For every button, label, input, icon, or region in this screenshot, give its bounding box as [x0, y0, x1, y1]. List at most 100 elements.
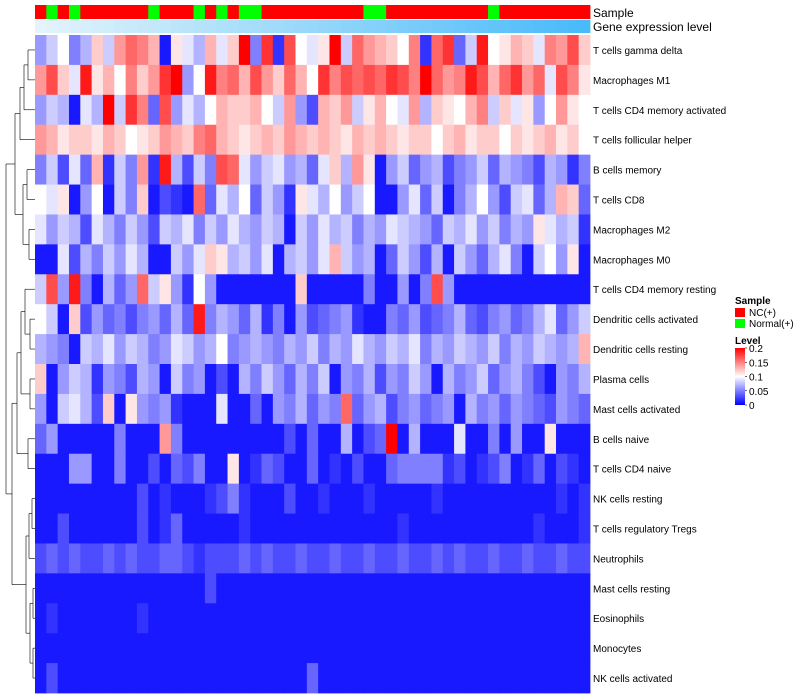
heatmap-cell — [363, 35, 376, 66]
heatmap-cell — [216, 35, 228, 66]
sample-cell — [533, 5, 546, 19]
heatmap-cell — [182, 423, 194, 455]
heatmap-cell — [204, 573, 217, 604]
heatmap-cell — [204, 64, 217, 96]
heatmap-cell — [57, 603, 70, 634]
heatmap-cell — [386, 573, 398, 604]
heatmap-cell — [352, 274, 364, 305]
heatmap-cell — [91, 304, 104, 335]
heatmap-cell — [170, 244, 183, 275]
heatmap-cell — [454, 364, 466, 395]
heatmap-cell — [148, 154, 160, 185]
heatmap-cell — [136, 35, 149, 66]
sample-cell — [374, 5, 387, 19]
heatmap-cell — [193, 423, 206, 455]
heatmap-cell — [567, 573, 580, 604]
heatmap-cell — [340, 35, 353, 66]
heatmap-cell — [522, 154, 534, 185]
heatmap-cell — [476, 513, 489, 544]
row-label: B cells memory — [593, 166, 661, 177]
heatmap-cell — [204, 483, 217, 514]
heatmap-cell — [182, 274, 194, 305]
heatmap-cell — [182, 184, 194, 215]
sample-cell — [386, 5, 398, 19]
heatmap-cell — [136, 393, 149, 425]
heatmap-cell — [80, 214, 93, 245]
heatmap-cell — [522, 334, 534, 365]
heatmap-cell — [35, 94, 47, 126]
heatmap-cell — [533, 154, 546, 185]
heatmap-cell — [91, 124, 104, 156]
heatmap-cell — [250, 453, 262, 485]
heatmap-cell — [306, 94, 319, 126]
heatmap-cell — [465, 483, 478, 514]
heatmap-cell — [170, 184, 183, 215]
heatmap-cell — [431, 663, 444, 694]
heatmap-cell — [35, 423, 47, 455]
heatmap-cell — [35, 274, 47, 305]
heatmap-cell — [148, 663, 160, 694]
gene-level-cell — [533, 20, 546, 33]
heatmap-cell — [182, 543, 194, 574]
heatmap-cell — [442, 334, 455, 365]
heatmap-cell — [454, 453, 466, 485]
heatmap-cell — [114, 124, 127, 156]
heatmap-cell — [46, 64, 59, 96]
heatmap-cell — [159, 244, 172, 275]
heatmap-cell — [544, 334, 557, 365]
heatmap-cell — [57, 483, 70, 514]
heatmap-cell — [510, 603, 523, 634]
heatmap-cell — [57, 274, 70, 305]
heatmap-cell — [46, 94, 59, 126]
sample-cell — [567, 5, 580, 19]
gene-level-cell — [148, 20, 160, 33]
heatmap-cell — [340, 453, 353, 485]
heatmap-cell — [284, 154, 296, 185]
heatmap-cell — [567, 94, 580, 126]
gene-level-cell — [306, 20, 319, 33]
heatmap-cell — [363, 633, 376, 664]
heatmap-cell — [454, 633, 466, 664]
heatmap-cell — [533, 513, 546, 544]
heatmap-cell — [556, 124, 568, 156]
row-label: NK cells resting — [593, 495, 662, 506]
heatmap-cell — [533, 274, 546, 305]
heatmap-cell — [578, 94, 591, 126]
heatmap-cell — [35, 184, 47, 215]
heatmap-cell — [102, 334, 115, 365]
heatmap-cell — [272, 274, 285, 305]
heatmap-cell — [454, 603, 466, 634]
heatmap-cell — [567, 663, 580, 694]
heatmap-cell — [102, 513, 115, 544]
sample-cell — [420, 5, 432, 19]
heatmap-cell — [46, 483, 59, 514]
heatmap-cell — [216, 603, 228, 634]
heatmap-cell — [374, 393, 387, 425]
heatmap-cell — [114, 94, 127, 126]
heatmap-cell — [522, 603, 534, 634]
gene-level-cell — [510, 20, 523, 33]
heatmap-cell — [216, 244, 228, 275]
heatmap-cell — [431, 334, 444, 365]
sample-cell — [476, 5, 489, 19]
heatmap-cell — [567, 64, 580, 96]
heatmap-cell — [227, 154, 240, 185]
sample-cell — [284, 5, 296, 19]
heatmap-cell — [204, 184, 217, 215]
heatmap-cell — [431, 184, 444, 215]
sample-cell — [431, 5, 444, 19]
gene-level-cell — [182, 20, 194, 33]
heatmap-cell — [159, 423, 172, 455]
heatmap-cell — [420, 393, 432, 425]
sample-cell — [159, 5, 172, 19]
sample-cell — [148, 5, 160, 19]
heatmap-cell — [556, 35, 568, 66]
heatmap-cell — [567, 274, 580, 305]
heatmap-cell — [182, 214, 194, 245]
heatmap-cell — [272, 94, 285, 126]
heatmap-cell — [250, 423, 262, 455]
heatmap-cell — [476, 633, 489, 664]
heatmap-cell — [114, 603, 127, 634]
heatmap-cell — [204, 393, 217, 425]
heatmap-cell — [408, 35, 421, 66]
